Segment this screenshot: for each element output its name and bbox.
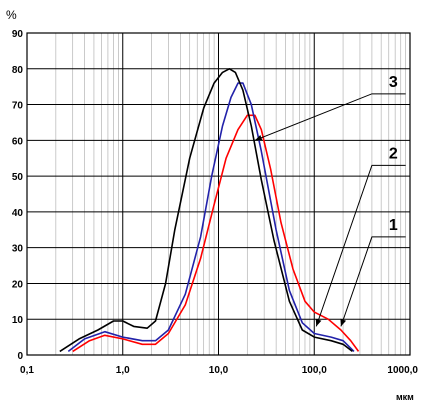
leader-arrowhead-3 [254,134,263,141]
y-tick-label: 30 [12,244,24,255]
leader-line-3 [254,93,406,141]
x-axis-unit: мкм [396,392,414,402]
plot-frame [26,32,411,356]
y-tick-label: 0 [17,351,23,362]
y-tick-label: 90 [12,29,24,40]
series-2-line [67,82,355,353]
y-tick-label: 60 [12,136,24,147]
x-tick-label: 1000,0 [387,365,418,376]
annotation-layer: 3 2 1 [254,74,406,327]
y-tick-label: 80 [12,65,24,76]
x-tick-label: 10,0 [209,365,229,376]
x-tick-label: 0,1 [20,365,34,376]
y-tick-label: 50 [12,172,24,183]
y-tick-label: 70 [12,101,24,112]
leader-line-1 [340,236,406,327]
series-1-line [72,114,360,353]
leader-line-2 [315,164,406,327]
curve-label-3: 3 [389,74,398,91]
x-axis-ticks: 0,1 1,0 10,0 100,0 1000,0 [20,365,418,376]
series-layer [59,68,360,353]
x-tick-label: 1,0 [116,365,130,376]
x-tick-label: 100,0 [302,365,327,376]
series-3-line [59,68,353,353]
y-tick-label: 10 [12,315,24,326]
curve-label-1: 1 [389,217,398,234]
leader-arrowhead-1 [340,318,347,327]
y-axis-ticks: 0 10 20 30 40 50 60 70 80 90 [12,29,24,362]
y-axis-unit: % [6,8,17,22]
curve-label-2: 2 [389,145,398,162]
y-tick-label: 40 [12,208,24,219]
leader-arrowhead-2 [315,318,322,327]
y-tick-label: 20 [12,279,24,290]
